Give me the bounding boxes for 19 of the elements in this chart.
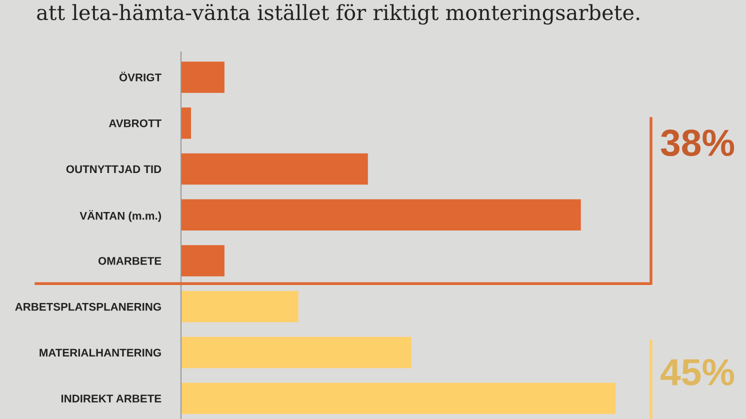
bar [181, 382, 616, 414]
y-tick-label: AVBROTT [108, 119, 162, 128]
y-tick-label: INDIREKT ARBETE [61, 394, 162, 402]
y-tick-label: MATERIALHANTERING [40, 348, 161, 357]
bar [181, 199, 581, 230]
bar [181, 62, 224, 93]
y-tick-label: ARBETSPLATSPLANERING [15, 302, 161, 311]
text: 38% [660, 130, 734, 156]
bar [181, 245, 224, 276]
y-tick-label: VÄNTAN (m.m.) [80, 210, 162, 222]
bar [181, 153, 368, 185]
y-tick-label: OUTNYTTJAD TID [66, 165, 162, 174]
chart-title: att leta-hämta-vänta istället för riktigt monteringsarbete. [37, 4, 640, 25]
bar [181, 336, 412, 368]
bar [181, 291, 298, 322]
y-tick-label: OMARBETE [98, 257, 162, 265]
bar [181, 108, 191, 139]
text: 45% [660, 359, 734, 386]
y-tick-label: ÖVRIGT [119, 72, 162, 82]
